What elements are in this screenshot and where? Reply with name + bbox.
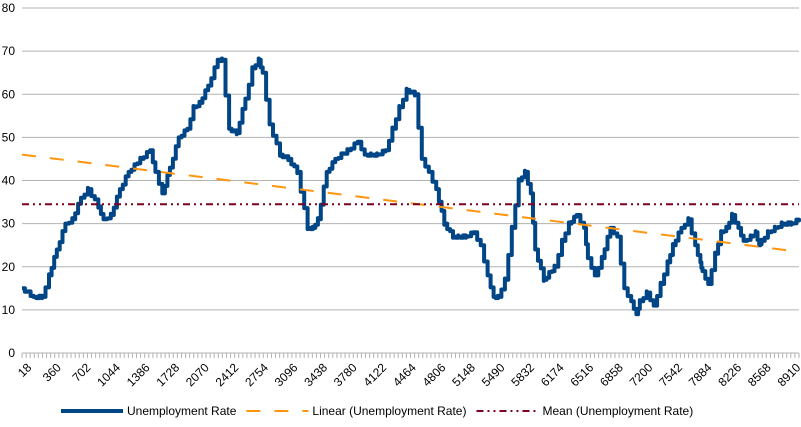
y-tick-label: 30: [2, 217, 16, 231]
legend-label-unemployment-rate: Unemployment Rate: [127, 404, 237, 418]
series-line-unemployment-rate: [22, 56, 801, 317]
x-tick-label: 3780: [331, 360, 360, 389]
y-tick-label: 70: [2, 44, 16, 58]
x-tick-label: 1728: [153, 360, 182, 389]
x-tick-label: 3438: [301, 360, 330, 389]
x-tick-label: 7200: [627, 360, 656, 389]
y-tick-label: 80: [2, 1, 16, 15]
legend-label-linear-unemployment-rate: Linear (Unemployment Rate): [312, 404, 466, 418]
series-layer: [21, 56, 801, 317]
y-tick-label: 20: [2, 260, 16, 274]
x-tick-label: 5490: [479, 360, 508, 389]
y-tick-label: 10: [2, 303, 16, 317]
x-tick-label: 5148: [449, 360, 478, 389]
x-tick-label: 4122: [360, 360, 389, 389]
x-tick-label: 3096: [272, 360, 301, 389]
x-tick-label: 5832: [508, 360, 537, 389]
x-tick-label: 8226: [715, 360, 744, 389]
x-tick-label: 1044: [94, 360, 123, 389]
x-tick-label: 4806: [420, 360, 449, 389]
x-tick-label: 6174: [538, 360, 567, 389]
x-tick-label: 4464: [390, 360, 419, 389]
x-tick-label: 8568: [745, 360, 774, 389]
x-tick-label: 6858: [597, 360, 626, 389]
y-tick-label: 50: [2, 130, 16, 144]
y-tick-label: 60: [2, 87, 16, 101]
legend: Unemployment Rate Linear (Unemployment Ra…: [61, 404, 693, 418]
x-tick-label: 2070: [183, 360, 212, 389]
legend-label-mean-unemployment-rate: Mean (Unemployment Rate): [542, 404, 693, 418]
x-tick-label: 702: [69, 360, 93, 384]
x-tick-label: 7542: [656, 360, 685, 389]
y-tick-label: 0: [8, 346, 15, 360]
x-tick-label: 7884: [686, 360, 715, 389]
x-tick-label: 360: [40, 360, 64, 384]
x-tick-label: 8910: [775, 360, 801, 389]
x-tick-label: 1386: [124, 360, 153, 389]
grid-layer: [22, 7, 799, 354]
y-tick-label: 40: [2, 174, 16, 188]
x-tick-label: 6516: [568, 360, 597, 389]
x-tick-label: 2412: [213, 360, 242, 389]
x-tick-label: 2754: [242, 360, 271, 389]
x-tick-label: 18: [15, 360, 35, 380]
series-line-linear-unemployment-rate: [21, 153, 800, 253]
